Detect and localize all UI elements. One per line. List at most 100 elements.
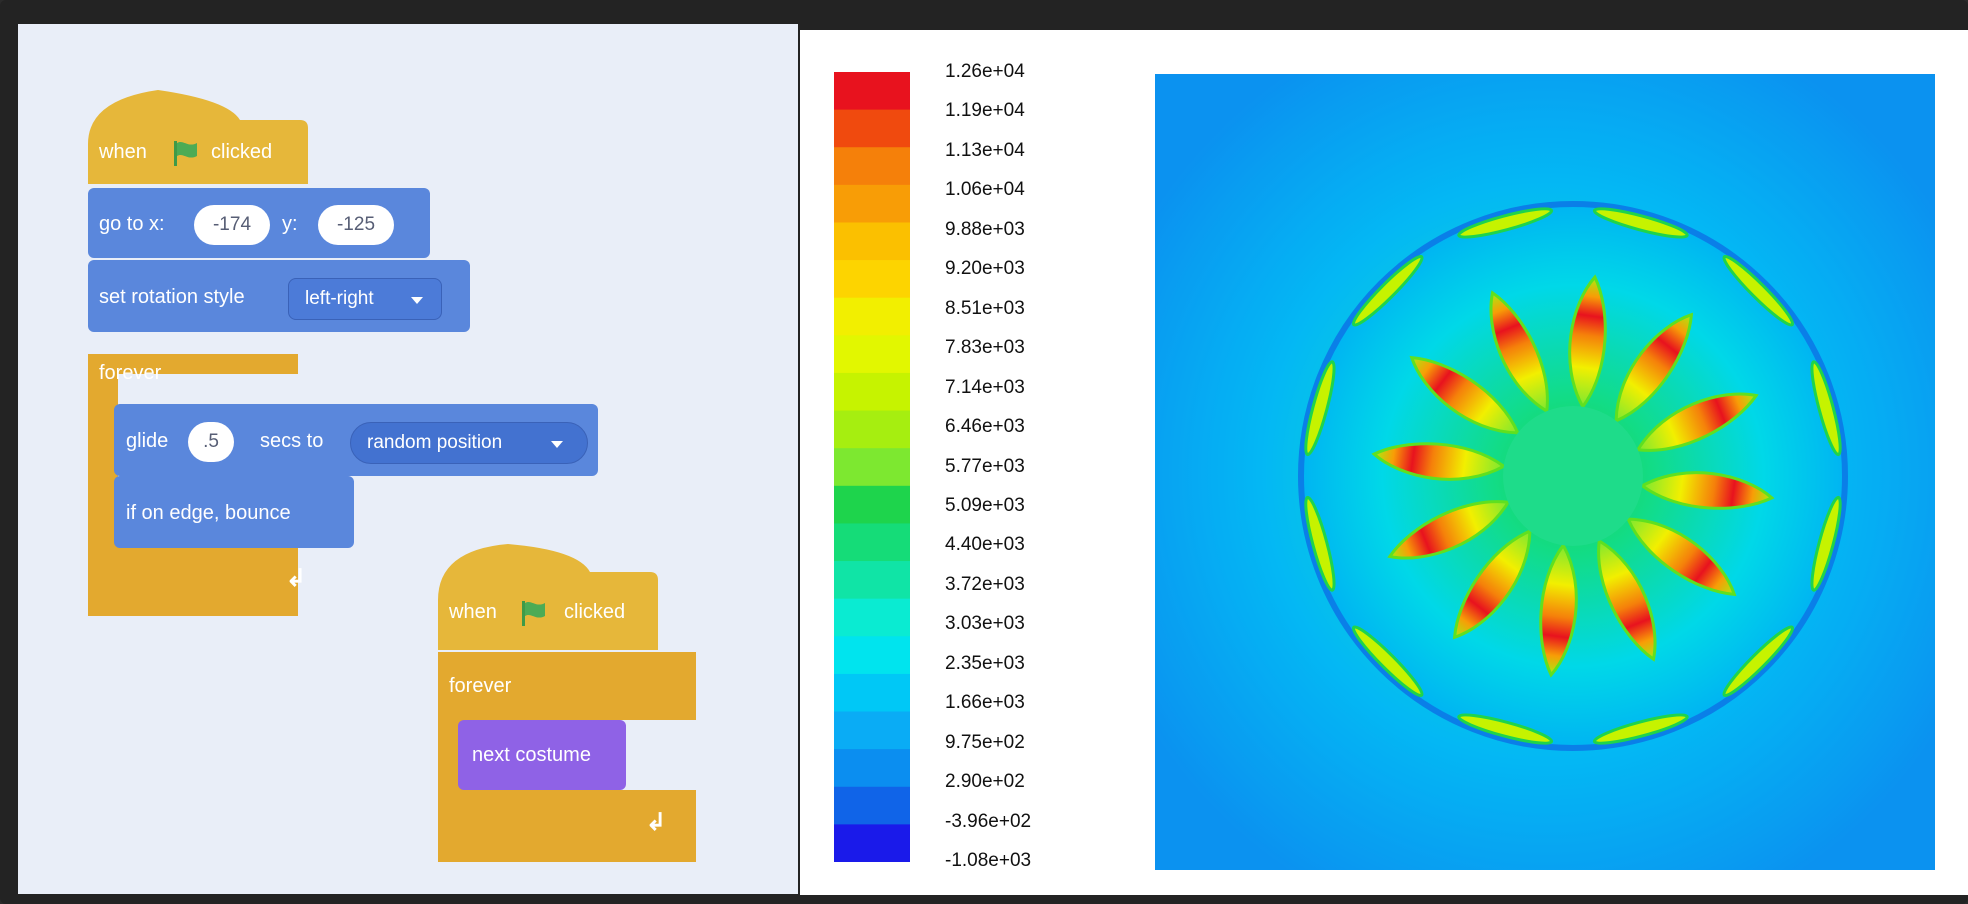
colorbar-swatch — [834, 561, 910, 600]
colorbar-label: 7.14e+03 — [945, 376, 1025, 398]
colorbar-swatch — [834, 786, 910, 825]
colorbar-label: 6.46e+03 — [945, 416, 1025, 438]
colorbar-label: 1.06e+04 — [945, 179, 1025, 201]
contour-blade — [1387, 500, 1511, 560]
goto-y-label: y: — [282, 213, 298, 235]
colorbar-label: 8.51e+03 — [945, 297, 1025, 319]
contour-blade — [1597, 538, 1657, 662]
forever-block-shape — [88, 354, 298, 616]
colorbar-label: 4.40e+03 — [945, 534, 1025, 556]
colorbar-swatch — [834, 598, 910, 637]
ring-ellipse — [1457, 207, 1554, 239]
ring-ellipse — [1351, 254, 1424, 327]
loop-arrow-icon: ↲ — [646, 809, 667, 836]
dropdown-caret-icon — [411, 297, 423, 304]
contour-blade — [1635, 392, 1759, 452]
colorbar-label: 5.77e+03 — [945, 455, 1025, 477]
colorbar-swatch — [834, 335, 910, 374]
colorbar-swatch — [834, 523, 910, 562]
dropdown-caret-icon — [551, 441, 563, 448]
glide-target-dropdown[interactable]: random position — [350, 422, 588, 464]
colorbar-label: 1.19e+04 — [945, 100, 1025, 122]
colorbar-swatch — [834, 749, 910, 788]
forever-label: forever — [99, 362, 162, 384]
ring-ellipse — [1457, 713, 1554, 745]
next-costume-label: next costume — [472, 744, 591, 766]
outer-ring-elements — [1304, 207, 1842, 745]
colorbar-swatch — [834, 184, 910, 223]
goto-label: go to x: — [99, 213, 165, 235]
contour-plot-panel: 1.26e+04 1.19e+04 1.13e+04 1.06e+04 9.88e+03… — [800, 30, 1968, 895]
colorbar-swatch — [834, 448, 910, 487]
colorbar-swatch — [834, 824, 910, 862]
colorbar-swatch — [834, 711, 910, 750]
loop-arrow-icon: ↲ — [286, 565, 307, 592]
colorbar-label: 1.26e+04 — [945, 61, 1025, 82]
ring-ellipse — [1722, 625, 1795, 698]
goto-y-input[interactable]: -125 — [318, 205, 394, 245]
colorbar-swatch — [834, 372, 910, 412]
glide-label: glide — [126, 430, 169, 452]
contour-blade — [1489, 290, 1549, 414]
colorbar-label: 3.03e+03 — [945, 613, 1025, 635]
hat-clicked-label: clicked — [211, 141, 273, 163]
colorbar-label: -3.96e+02 — [945, 810, 1032, 832]
glide-target-value: random position — [367, 432, 503, 453]
forever-label-2: forever — [449, 675, 512, 697]
colorbar-label: 2.90e+02 — [945, 771, 1025, 793]
colorbar-swatch — [834, 72, 910, 111]
contour-blade — [1539, 542, 1578, 678]
colorbar-swatch — [834, 260, 910, 299]
rotation-style-dropdown[interactable]: left-right — [288, 278, 442, 320]
contour-blade — [1639, 471, 1775, 510]
rotation-style-value: left-right — [305, 288, 374, 309]
colorbar-swatch — [834, 485, 910, 524]
ring-ellipse — [1304, 495, 1336, 592]
ring-ellipse — [1722, 254, 1795, 327]
ring-ellipse — [1592, 207, 1689, 239]
ring-ellipse — [1592, 713, 1689, 745]
ring-ellipse — [1351, 625, 1424, 698]
ring-ellipse — [1810, 495, 1842, 592]
glide-secs-to-label: secs to — [260, 430, 324, 452]
contour-blade — [1568, 274, 1607, 410]
colorbar-label: 2.35e+03 — [945, 652, 1025, 674]
forever-block-shape-2 — [438, 652, 696, 862]
contour-plot-image — [1155, 74, 1935, 870]
colorbar-swatch — [834, 673, 910, 713]
green-flag-icon — [522, 601, 545, 626]
hat-block-shape-2 — [438, 544, 658, 650]
set-rotation-label: set rotation style — [99, 286, 245, 308]
colorbar-swatch — [834, 147, 910, 186]
colorbar-swatch — [834, 222, 910, 261]
hat-when-label-2: when — [449, 601, 497, 623]
contour-blade — [1409, 355, 1521, 435]
ring-ellipse — [1304, 360, 1336, 457]
contour-blade — [1371, 442, 1507, 481]
colorbar-label: 3.72e+03 — [945, 573, 1025, 595]
colorbar-label: 5.09e+03 — [945, 494, 1025, 516]
blade-elements — [1371, 274, 1775, 678]
colorbar-swatch — [834, 297, 910, 336]
colorbar — [834, 72, 910, 862]
bounce-label: if on edge, bounce — [126, 502, 291, 524]
colorbar-label: 1.13e+04 — [945, 139, 1025, 161]
scratch-code-workspace[interactable]: when clicked go to x: -174 y: -125 set r… — [18, 24, 798, 894]
hat-when-label: when — [99, 141, 147, 163]
glide-secs-input[interactable]: .5 — [188, 422, 234, 462]
hat-clicked-label-2: clicked — [564, 601, 626, 623]
colorbar-label: 7.83e+03 — [945, 337, 1025, 359]
next-costume-block-shape — [458, 720, 626, 790]
colorbar-label: 1.66e+03 — [945, 692, 1025, 714]
contour-blade — [1625, 517, 1737, 597]
colorbar-label: 9.88e+03 — [945, 218, 1025, 240]
colorbar-label: 9.20e+03 — [945, 258, 1025, 280]
hat-block-shape-1 — [88, 90, 308, 184]
colorbar-swatch — [834, 109, 910, 148]
colorbar-swatch — [834, 410, 910, 449]
colorbar-label: 9.75e+02 — [945, 731, 1025, 753]
colorbar-label: -1.08e+03 — [945, 850, 1032, 871]
contour-blade — [1614, 312, 1694, 424]
goto-x-input[interactable]: -174 — [194, 205, 270, 245]
